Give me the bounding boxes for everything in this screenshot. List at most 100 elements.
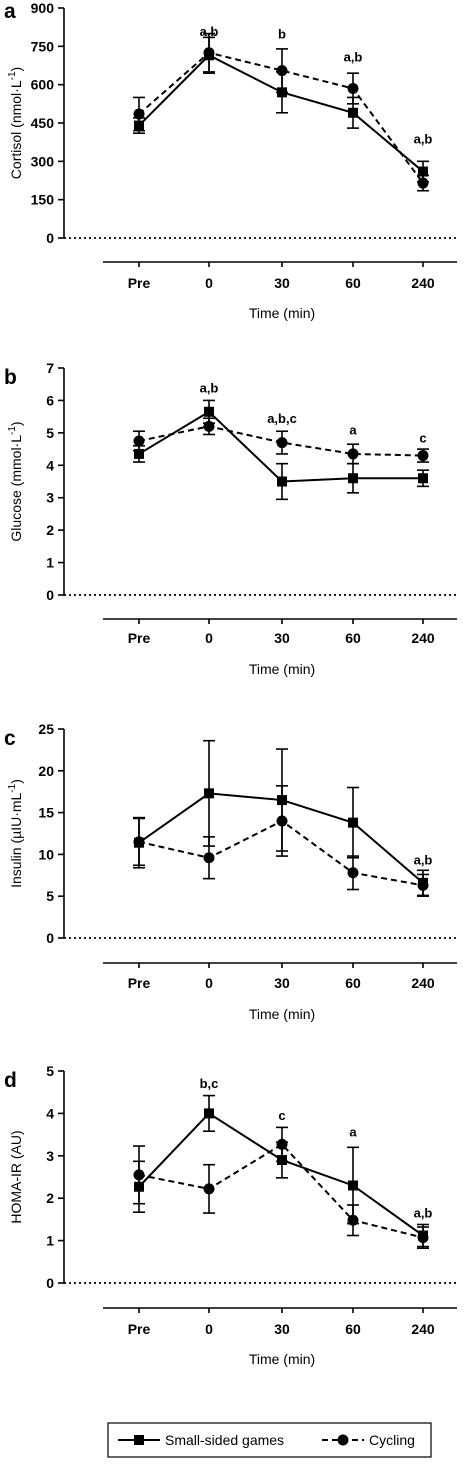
x-tick-label: Pre bbox=[128, 630, 151, 646]
x-tick-label: 0 bbox=[205, 1321, 213, 1337]
data-point-square bbox=[348, 1180, 358, 1191]
significance-label: b bbox=[278, 27, 286, 42]
y-tick-label: 0 bbox=[46, 230, 54, 246]
x-axis-title: Time (min) bbox=[249, 305, 315, 321]
y-tick-label: 5 bbox=[46, 1063, 54, 1079]
series-line bbox=[138, 819, 424, 887]
y-tick-label: 150 bbox=[31, 192, 55, 208]
y-tick-label: 3 bbox=[46, 1148, 54, 1164]
series-cycling bbox=[133, 785, 429, 898]
data-point-circle bbox=[347, 867, 359, 879]
y-tick-label: 2 bbox=[46, 522, 54, 538]
data-point-circle bbox=[417, 450, 429, 462]
x-tick-label: 30 bbox=[274, 1321, 290, 1337]
y-axis-title-main: Insulin (µIU·mL bbox=[8, 792, 24, 887]
data-point-circle bbox=[276, 1138, 288, 1150]
data-point-circle bbox=[133, 108, 145, 120]
x-tick-label: 30 bbox=[274, 630, 290, 646]
y-tick-label: 5 bbox=[46, 888, 54, 904]
legend-marker-square bbox=[134, 1435, 144, 1445]
series-small-sided-games bbox=[133, 36, 429, 183]
significance-label: c bbox=[419, 431, 426, 446]
legend-box bbox=[107, 1422, 432, 1458]
y-tick-label: 1 bbox=[46, 1233, 54, 1249]
y-tick-label: 4 bbox=[46, 1105, 54, 1121]
y-axis-title: HOMA-IR (AU) bbox=[8, 1130, 24, 1223]
data-point-circle bbox=[417, 177, 429, 189]
x-tick-label: 60 bbox=[345, 975, 361, 991]
y-tick-label: 10 bbox=[38, 846, 54, 862]
x-tick-label: 30 bbox=[274, 275, 290, 291]
significance-label: a bbox=[349, 422, 357, 437]
y-tick-label: 7 bbox=[46, 360, 54, 376]
x-axis-title: Time (min) bbox=[249, 661, 315, 677]
x-tick-label: 240 bbox=[411, 975, 435, 991]
y-tick-label: 900 bbox=[31, 0, 55, 16]
y-axis-title: Insulin (µIU·mL-1) bbox=[7, 779, 24, 888]
panel-letter: c bbox=[4, 727, 16, 750]
data-point-square bbox=[418, 473, 428, 484]
data-point-circle bbox=[133, 836, 145, 848]
data-point-circle bbox=[276, 65, 288, 77]
x-tick-label: Pre bbox=[128, 1321, 151, 1337]
significance-label: a,b bbox=[344, 50, 363, 65]
x-tick-label: 240 bbox=[411, 275, 435, 291]
data-point-circle bbox=[417, 879, 429, 891]
chart-panel-b: b 0 1 2 3 4 5 6 7 Glucose (mmol·L-1) Pre 0 30 60 240 Ti… bbox=[4, 360, 457, 677]
data-point-square bbox=[204, 1108, 214, 1119]
series-line bbox=[138, 1143, 424, 1239]
legend-label-cycling: Cycling bbox=[369, 1432, 415, 1448]
y-tick-label: 15 bbox=[38, 805, 54, 821]
y-tick-label: 4 bbox=[46, 457, 54, 473]
x-tick-label: Pre bbox=[128, 975, 151, 991]
x-tick-label: 0 bbox=[205, 975, 213, 991]
y-axis-title-main: HOMA-IR (AU) bbox=[8, 1130, 24, 1223]
data-point-square bbox=[348, 107, 358, 118]
y-axis-title-superscript: -1 bbox=[7, 71, 18, 80]
data-point-circle bbox=[203, 1183, 215, 1195]
series-cycling bbox=[133, 32, 429, 192]
panel-letter: d bbox=[4, 1069, 17, 1092]
legend: Small-sided games Cycling bbox=[107, 1422, 432, 1458]
data-point-square bbox=[348, 473, 358, 484]
chart-panel-d: d 0 1 2 3 4 5 HOMA-IR (AU) Pre 0 30 60 240 Time (min)… bbox=[4, 1063, 457, 1367]
significance-label: a,b bbox=[414, 1205, 433, 1220]
x-tick-label: Pre bbox=[128, 275, 151, 291]
panel-letter: a bbox=[4, 0, 16, 23]
data-point-square bbox=[204, 406, 214, 417]
y-axis-title-main: Glucose (mmol·L bbox=[8, 435, 24, 542]
significance-label: a,b bbox=[200, 380, 219, 395]
data-point-circle bbox=[133, 435, 145, 447]
x-tick-label: 240 bbox=[411, 630, 435, 646]
data-point-circle bbox=[203, 420, 215, 432]
y-axis-title-superscript: -1 bbox=[7, 426, 18, 435]
data-point-square bbox=[418, 166, 428, 177]
significance-label: b,c bbox=[200, 1076, 219, 1091]
y-axis-title-superscript: -1 bbox=[7, 783, 18, 792]
data-point-circle bbox=[203, 47, 215, 59]
data-point-circle bbox=[347, 448, 359, 460]
data-point-square bbox=[277, 476, 287, 487]
legend-label-small-sided-games: Small-sided games bbox=[165, 1432, 284, 1448]
data-point-circle bbox=[203, 852, 215, 864]
y-tick-label: 600 bbox=[31, 77, 55, 93]
y-tick-label: 25 bbox=[38, 721, 54, 737]
y-tick-label: 750 bbox=[31, 38, 55, 54]
y-tick-label: 0 bbox=[46, 587, 54, 603]
x-axis-title: Time (min) bbox=[249, 1006, 315, 1022]
data-point-square bbox=[204, 788, 214, 799]
x-tick-label: 60 bbox=[345, 630, 361, 646]
y-axis-title-tail: ) bbox=[8, 67, 24, 72]
significance-label: a,b bbox=[414, 131, 433, 146]
significance-label: a,b bbox=[200, 24, 219, 39]
significance-label: a,b,c bbox=[267, 411, 297, 426]
panel-letter: b bbox=[4, 366, 17, 389]
data-point-circle bbox=[276, 815, 288, 827]
series-cycling bbox=[133, 417, 429, 465]
y-axis-title-tail: ) bbox=[8, 421, 24, 426]
series-line bbox=[138, 792, 424, 884]
y-tick-label: 300 bbox=[31, 153, 55, 169]
data-point-square bbox=[348, 817, 358, 828]
